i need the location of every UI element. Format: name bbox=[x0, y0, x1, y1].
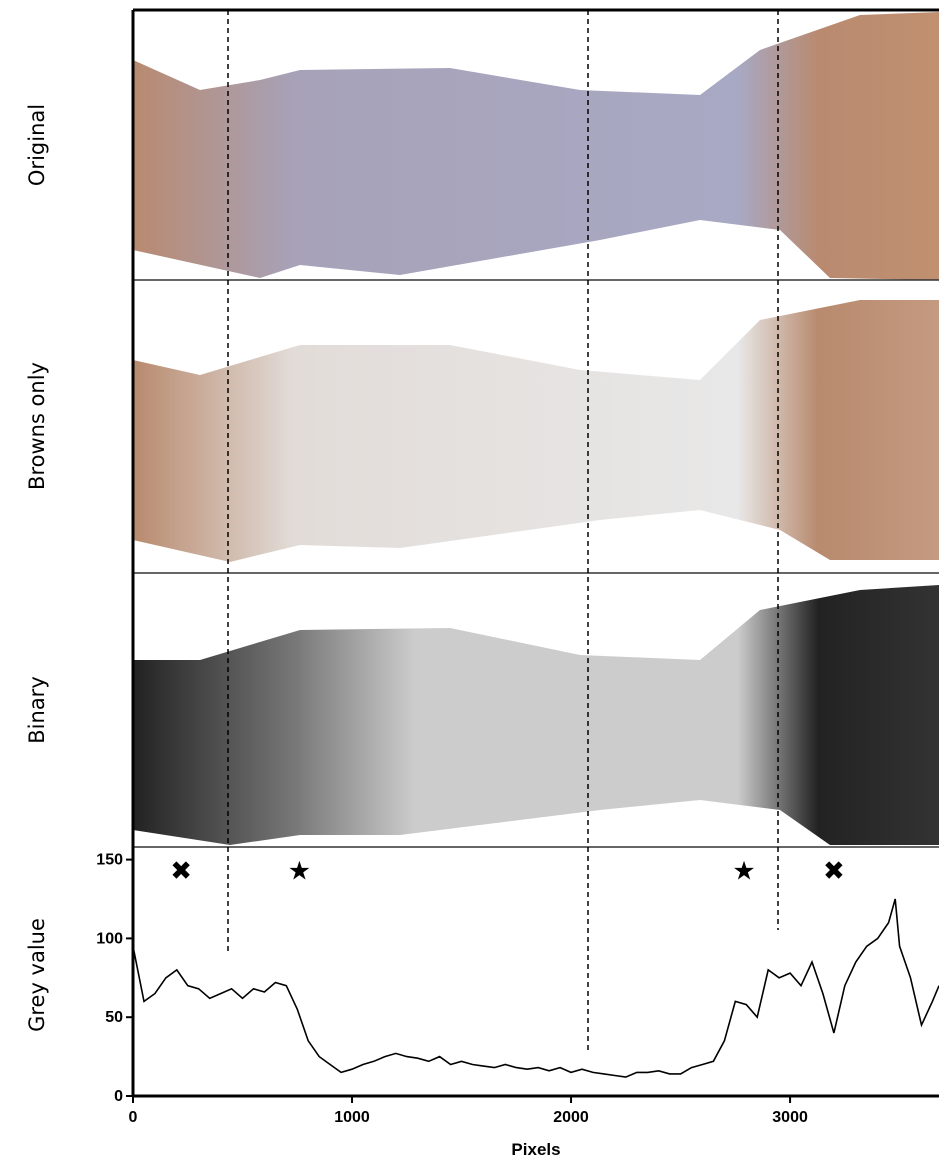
y-axis-title: Grey value bbox=[25, 918, 49, 1032]
panel-label: Binary bbox=[25, 676, 49, 743]
browns-image bbox=[133, 300, 939, 562]
page: {"chart_data": {"type": "line", "panel_l… bbox=[0, 0, 939, 1162]
y-tick-label: 0 bbox=[114, 1088, 123, 1105]
y-tick-label: 50 bbox=[105, 1009, 123, 1026]
panel-label: Browns only bbox=[25, 362, 49, 490]
marker-symbol: ✖ bbox=[823, 856, 845, 886]
x-tick-label: 1000 bbox=[334, 1109, 370, 1126]
marker-symbol: ✖ bbox=[170, 856, 192, 886]
original-image bbox=[133, 12, 939, 280]
x-tick-label: 2000 bbox=[553, 1109, 589, 1126]
x-tick-label: 0 bbox=[129, 1109, 138, 1126]
x-axis-title: Pixels bbox=[511, 1140, 560, 1159]
x-tick-label: 3000 bbox=[772, 1109, 808, 1126]
figure: Original Browns only Binary Grey value P… bbox=[0, 0, 939, 1162]
data-line bbox=[133, 899, 939, 1077]
panel-label: Original bbox=[25, 104, 49, 186]
y-tick-label: 100 bbox=[96, 930, 123, 947]
y-tick-label: 150 bbox=[96, 852, 123, 869]
binary-image bbox=[133, 585, 939, 845]
image-panels bbox=[133, 10, 939, 847]
marker-symbol: ★ bbox=[732, 856, 755, 886]
marker-symbol: ★ bbox=[288, 856, 311, 886]
